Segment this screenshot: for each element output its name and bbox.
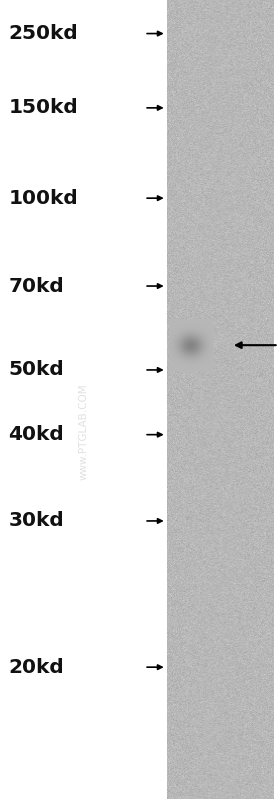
Text: www.PTGLAB.COM: www.PTGLAB.COM xyxy=(79,384,89,479)
Text: 20kd: 20kd xyxy=(8,658,64,677)
Text: 30kd: 30kd xyxy=(8,511,64,531)
Text: 150kd: 150kd xyxy=(8,98,78,117)
Text: 70kd: 70kd xyxy=(8,276,64,296)
Text: 250kd: 250kd xyxy=(8,24,78,43)
Text: 40kd: 40kd xyxy=(8,425,64,444)
Text: 50kd: 50kd xyxy=(8,360,64,380)
Bar xyxy=(167,0,273,799)
Text: 100kd: 100kd xyxy=(8,189,78,208)
